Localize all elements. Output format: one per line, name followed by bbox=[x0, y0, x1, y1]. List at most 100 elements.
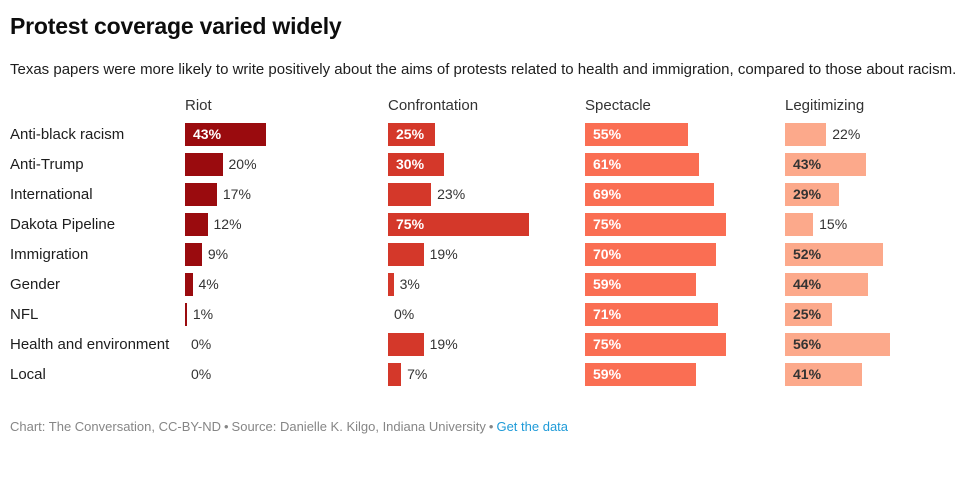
row-label: Immigration bbox=[10, 245, 89, 263]
bar-confrontation bbox=[388, 272, 394, 296]
row-label: Dakota Pipeline bbox=[10, 215, 116, 233]
grouped-bar-chart: Riot Confrontation Spectacle Legitimizing A… bbox=[10, 93, 970, 389]
bar-cell-confrontation: 7% bbox=[388, 359, 585, 389]
bar-legitimizing: 52% bbox=[785, 242, 883, 266]
footer-separator: • bbox=[488, 419, 494, 434]
bar-cell-legitimizing: 56% bbox=[785, 329, 980, 359]
bar-value-label: 71% bbox=[593, 305, 622, 322]
column-header-spectacle: Spectacle bbox=[585, 97, 651, 114]
bar-cell-legitimizing: 43% bbox=[785, 149, 980, 179]
bar-spectacle: 55% bbox=[585, 122, 689, 146]
bar-spectacle: 69% bbox=[585, 182, 715, 206]
bar-cell-spectacle: 75% bbox=[585, 329, 785, 359]
bar-value-label: 7% bbox=[407, 365, 428, 382]
bar-cell-legitimizing: 52% bbox=[785, 239, 980, 269]
bar-cell-spectacle: 59% bbox=[585, 359, 785, 389]
bar-cell-legitimizing: 25% bbox=[785, 299, 980, 329]
bar-confrontation: 25% bbox=[388, 122, 435, 146]
bar-value-label: 19% bbox=[429, 245, 458, 262]
bar-cell-spectacle: 55% bbox=[585, 119, 785, 149]
bar-value-label: 0% bbox=[191, 335, 212, 352]
bar-confrontation bbox=[388, 242, 424, 266]
bar-value-label: 75% bbox=[396, 215, 425, 232]
bar-value-label: 59% bbox=[593, 275, 622, 292]
bar-riot bbox=[185, 272, 193, 296]
bar-value-label: 4% bbox=[198, 275, 219, 292]
bar-spectacle: 70% bbox=[585, 242, 717, 266]
bar-spectacle: 71% bbox=[585, 302, 719, 326]
bar-confrontation: 75% bbox=[388, 212, 529, 236]
bar-value-label: 55% bbox=[593, 125, 622, 142]
bar-value-label: 61% bbox=[593, 155, 622, 172]
column-header-row: Riot Confrontation Spectacle Legitimizing bbox=[10, 93, 970, 119]
bar-value-label: 19% bbox=[429, 335, 458, 352]
page-title: Protest coverage varied widely bbox=[10, 13, 342, 39]
bar-value-label: 30% bbox=[396, 155, 425, 172]
bar-cell-riot: 1% bbox=[185, 299, 388, 329]
bar-legitimizing: 29% bbox=[785, 182, 840, 206]
chart-row-local: Local 0% 7% 59% 41% bbox=[10, 359, 970, 389]
chart-row-dakota-pipeline: Dakota Pipeline 12% 75% 75% 15% bbox=[10, 209, 970, 239]
bar-cell-legitimizing: 15% bbox=[785, 209, 980, 239]
bar-cell-legitimizing: 44% bbox=[785, 269, 980, 299]
bar-riot bbox=[185, 242, 202, 266]
bar-confrontation: 30% bbox=[388, 152, 445, 176]
column-header-riot: Riot bbox=[185, 97, 212, 114]
get-the-data-link[interactable]: Get the data bbox=[496, 419, 569, 434]
bar-riot: 43% bbox=[185, 122, 266, 146]
bar-cell-spectacle: 71% bbox=[585, 299, 785, 329]
chart-row-immigration: Immigration 9% 19% 70% 52% bbox=[10, 239, 970, 269]
bar-value-label: 17% bbox=[222, 185, 251, 202]
bar-cell-confrontation: 23% bbox=[388, 179, 585, 209]
bar-cell-spectacle: 75% bbox=[585, 209, 785, 239]
chart-footer: Chart: The Conversation, CC-BY-ND • Source… bbox=[10, 419, 970, 434]
bar-legitimizing bbox=[785, 122, 827, 146]
bar-cell-riot: 0% bbox=[185, 359, 388, 389]
bar-value-label: 43% bbox=[193, 125, 222, 142]
bar-cell-spectacle: 61% bbox=[585, 149, 785, 179]
bar-legitimizing: 56% bbox=[785, 332, 890, 356]
bar-value-label: 69% bbox=[593, 185, 622, 202]
bar-value-label: 29% bbox=[793, 185, 822, 202]
bar-confrontation bbox=[388, 332, 424, 356]
bar-value-label: 25% bbox=[793, 305, 822, 322]
bar-value-label: 41% bbox=[793, 365, 822, 382]
bar-value-label: 12% bbox=[213, 215, 242, 232]
bar-value-label: 70% bbox=[593, 245, 622, 262]
bar-cell-riot: 12% bbox=[185, 209, 388, 239]
row-label: Gender bbox=[10, 275, 61, 293]
bar-legitimizing: 43% bbox=[785, 152, 866, 176]
column-header-confrontation: Confrontation bbox=[388, 97, 479, 114]
bar-cell-riot: 20% bbox=[185, 149, 388, 179]
chart-row-health-and-environment: Health and environment 0% 19% 75% 56% bbox=[10, 329, 970, 359]
row-label: Local bbox=[10, 365, 46, 383]
chart-subtitle: Texas papers were more likely to write p… bbox=[10, 61, 957, 78]
bar-legitimizing: 25% bbox=[785, 302, 832, 326]
chart-row-gender: Gender 4% 3% 59% 44% bbox=[10, 269, 970, 299]
row-label: Health and environment bbox=[10, 335, 170, 353]
bar-value-label: 0% bbox=[394, 305, 415, 322]
bar-cell-confrontation: 3% bbox=[388, 269, 585, 299]
bar-riot bbox=[185, 152, 223, 176]
chart-credit: Chart: The Conversation, CC-BY-ND bbox=[10, 419, 221, 434]
bar-value-label: 9% bbox=[207, 245, 229, 262]
chart-row-anti-black-racism: Anti-black racism 43% 25% 55% 22% bbox=[10, 119, 970, 149]
row-label: NFL bbox=[10, 305, 39, 323]
bar-cell-spectacle: 69% bbox=[585, 179, 785, 209]
bar-legitimizing bbox=[785, 212, 814, 236]
bar-spectacle: 59% bbox=[585, 272, 696, 296]
bar-cell-confrontation: 19% bbox=[388, 329, 585, 359]
bar-confrontation bbox=[388, 182, 432, 206]
chart-row-international: International 17% 23% 69% 29% bbox=[10, 179, 970, 209]
bar-riot bbox=[185, 212, 208, 236]
bar-legitimizing: 41% bbox=[785, 362, 862, 386]
column-header-legitimizing: Legitimizing bbox=[785, 97, 865, 114]
bar-cell-riot: 43% bbox=[185, 119, 388, 149]
bar-value-label: 0% bbox=[191, 365, 212, 382]
bar-value-label: 59% bbox=[593, 365, 622, 382]
bar-value-label: 75% bbox=[593, 215, 622, 232]
bar-value-label: 20% bbox=[228, 155, 257, 172]
bar-cell-legitimizing: 22% bbox=[785, 119, 980, 149]
bar-cell-spectacle: 70% bbox=[585, 239, 785, 269]
chart-card: Protest coverage varied widely Texas pap… bbox=[10, 13, 970, 435]
